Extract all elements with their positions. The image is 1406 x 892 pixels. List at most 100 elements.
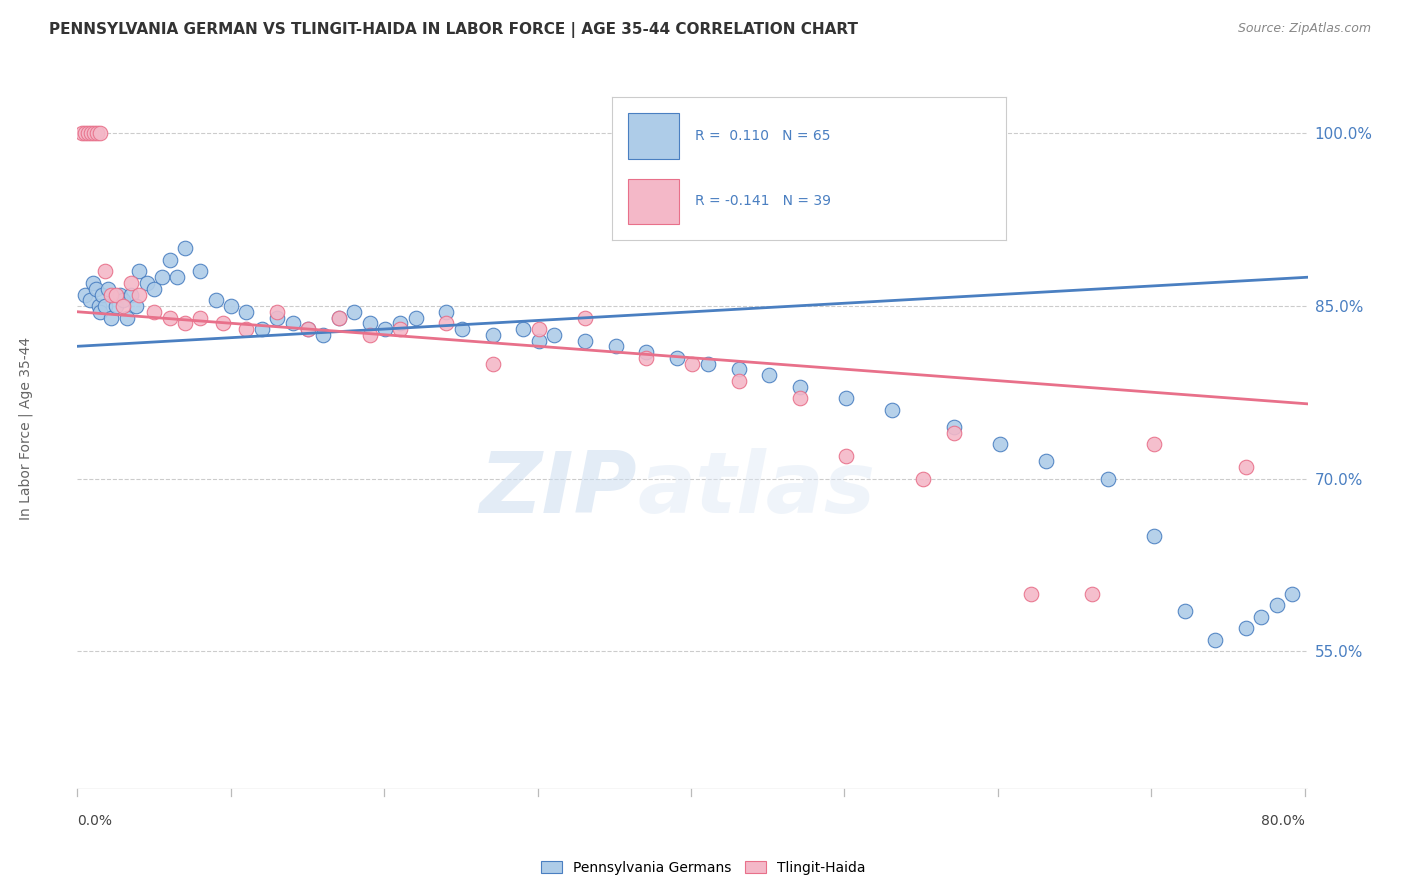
Point — [1234, 460, 1257, 475]
Point — [481, 357, 503, 371]
Point — [1081, 587, 1104, 601]
Point — [297, 322, 319, 336]
Point — [83, 127, 105, 141]
Point — [174, 242, 197, 256]
Point — [359, 316, 381, 330]
Point — [1143, 529, 1166, 543]
Point — [312, 327, 335, 342]
Point — [174, 316, 197, 330]
Point — [90, 287, 114, 301]
Point — [112, 299, 135, 313]
Point — [100, 287, 122, 301]
Point — [135, 276, 157, 290]
Point — [297, 322, 319, 336]
Point — [70, 127, 93, 141]
Point — [912, 472, 935, 486]
Point — [115, 310, 138, 325]
Point — [80, 127, 103, 141]
Point — [605, 339, 627, 353]
Point — [143, 282, 166, 296]
Point — [266, 305, 288, 319]
Point — [343, 305, 366, 319]
Point — [128, 264, 150, 278]
Point — [104, 287, 127, 301]
Point — [727, 362, 749, 376]
Point — [389, 322, 412, 336]
Point — [266, 310, 288, 325]
Point — [481, 327, 503, 342]
Point — [942, 420, 965, 434]
Point — [835, 449, 858, 463]
Point — [789, 391, 811, 405]
Point — [86, 127, 108, 141]
Point — [696, 357, 718, 371]
Point — [574, 310, 596, 325]
Point — [450, 322, 472, 336]
Text: ZIP: ZIP — [479, 448, 637, 532]
Point — [1265, 599, 1288, 613]
Point — [82, 276, 104, 290]
Point — [112, 293, 135, 308]
Point — [389, 316, 412, 330]
Point — [128, 287, 150, 301]
Point — [89, 305, 111, 319]
Point — [250, 322, 273, 336]
Point — [1143, 437, 1166, 451]
Point — [1019, 587, 1042, 601]
Point — [84, 282, 107, 296]
Point — [73, 127, 96, 141]
Point — [97, 282, 120, 296]
Point — [1097, 472, 1119, 486]
Point — [527, 322, 550, 336]
Point — [212, 316, 235, 330]
Point — [79, 293, 101, 308]
Point — [328, 310, 350, 325]
Point — [359, 327, 381, 342]
Point — [190, 310, 212, 325]
Point — [574, 334, 596, 348]
Point — [1250, 609, 1272, 624]
Point — [789, 379, 811, 393]
Point — [436, 305, 458, 319]
Point — [882, 402, 904, 417]
Point — [150, 270, 173, 285]
Point — [235, 322, 257, 336]
Text: atlas: atlas — [637, 448, 875, 532]
Point — [1174, 604, 1197, 618]
Point — [87, 299, 110, 313]
Point — [94, 299, 117, 313]
Point — [89, 127, 111, 141]
Text: 80.0%: 80.0% — [1261, 814, 1305, 828]
Point — [328, 310, 350, 325]
Point — [120, 287, 142, 301]
Point — [942, 425, 965, 440]
Point — [1204, 632, 1226, 647]
Point — [159, 310, 181, 325]
Text: In Labor Force | Age 35-44: In Labor Force | Age 35-44 — [18, 336, 32, 520]
Point — [204, 293, 226, 308]
Text: 0.0%: 0.0% — [77, 814, 112, 828]
Point — [120, 276, 142, 290]
Point — [682, 357, 704, 371]
Point — [758, 368, 780, 382]
Legend: Pennsylvania Germans, Tlingit-Haida: Pennsylvania Germans, Tlingit-Haida — [536, 855, 870, 880]
Point — [636, 351, 658, 365]
Point — [219, 299, 242, 313]
Point — [666, 351, 689, 365]
Point — [94, 264, 117, 278]
Point — [125, 299, 148, 313]
Point — [835, 391, 858, 405]
Point — [143, 305, 166, 319]
Point — [104, 299, 127, 313]
Point — [166, 270, 188, 285]
Point — [727, 374, 749, 388]
Text: PENNSYLVANIA GERMAN VS TLINGIT-HAIDA IN LABOR FORCE | AGE 35-44 CORRELATION CHAR: PENNSYLVANIA GERMAN VS TLINGIT-HAIDA IN … — [49, 22, 858, 38]
Point — [1234, 621, 1257, 635]
Point — [159, 252, 181, 267]
Point — [988, 437, 1011, 451]
Point — [1281, 587, 1303, 601]
Point — [100, 310, 122, 325]
Point — [110, 287, 132, 301]
Point — [1035, 454, 1057, 468]
Text: Source: ZipAtlas.com: Source: ZipAtlas.com — [1237, 22, 1371, 36]
